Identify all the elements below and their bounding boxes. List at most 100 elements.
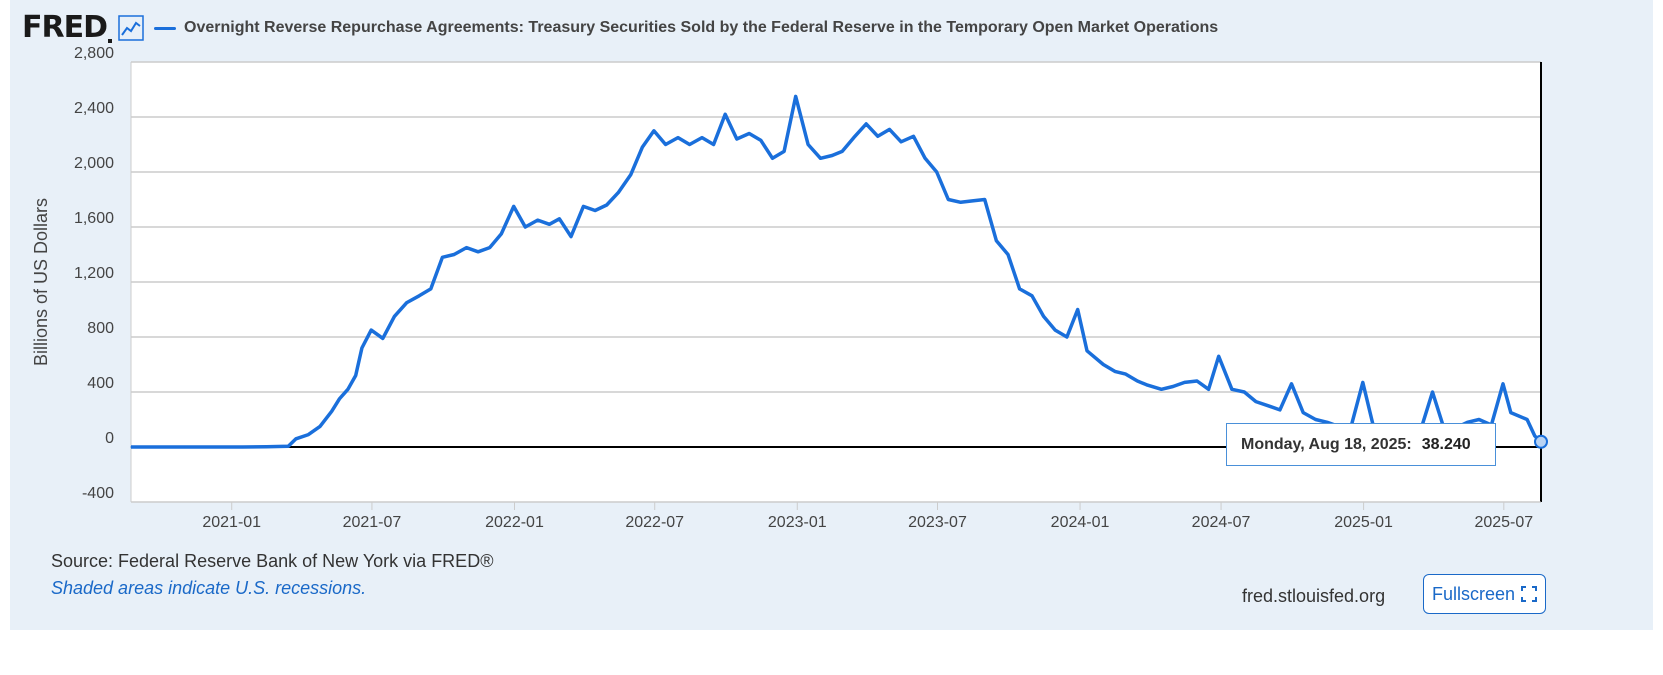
- chart-header: FRED Overnight Reverse Repurchase Agreem…: [22, 8, 1218, 48]
- data-tooltip: Monday, Aug 18, 2025: 38.240: [1226, 423, 1496, 466]
- data-point: [736, 138, 738, 140]
- fullscreen-label: Fullscreen: [1431, 583, 1516, 604]
- data-point: [841, 150, 843, 152]
- x-tick-label: 2024-07: [1192, 514, 1251, 531]
- data-point: [1125, 373, 1127, 375]
- data-point: [1267, 405, 1269, 407]
- site-url[interactable]: fred.stlouisfed.org: [1242, 586, 1386, 606]
- data-point: [513, 205, 515, 207]
- data-point: [1314, 418, 1317, 421]
- y-tick-label: -400: [82, 485, 114, 502]
- data-point: [370, 329, 372, 331]
- data-point: [641, 146, 643, 148]
- hover-marker: [1534, 434, 1548, 449]
- data-point: [393, 315, 396, 317]
- data-point: [831, 154, 833, 157]
- data-point: [688, 143, 691, 146]
- data-point: [361, 347, 363, 349]
- data-point: [947, 198, 949, 201]
- data-point: [477, 251, 479, 253]
- x-tick-label: 2023-07: [908, 514, 967, 531]
- data-point: [971, 200, 973, 202]
- data-point: [489, 247, 491, 249]
- x-tick-label: 2025-01: [1334, 514, 1393, 531]
- data-point: [1077, 308, 1079, 311]
- data-point: [537, 219, 539, 221]
- data-point: [1510, 412, 1512, 414]
- data-point: [984, 198, 986, 201]
- fullscreen-button[interactable]: Fullscreen: [1423, 574, 1546, 614]
- data-point: [453, 253, 455, 256]
- data-point: [1290, 383, 1293, 385]
- data-point: [900, 141, 902, 143]
- fred-logo[interactable]: FRED: [22, 13, 112, 43]
- data-point: [888, 128, 891, 130]
- data-point: [1086, 350, 1088, 352]
- data-point: [1160, 388, 1162, 390]
- data-point: [594, 209, 596, 212]
- y-tick-label: 2,400: [74, 100, 114, 117]
- data-point: [1466, 421, 1469, 423]
- tooltip-date: Monday, Aug 18, 2025:: [1241, 435, 1412, 453]
- source-note: Source: Federal Reserve Bank of New York…: [51, 551, 494, 571]
- y-tick-label: 0: [105, 430, 114, 447]
- data-point: [701, 137, 703, 139]
- expand-icon: [1521, 586, 1538, 602]
- data-point: [241, 446, 244, 448]
- data-point: [1054, 329, 1056, 331]
- data-point: [1431, 391, 1434, 393]
- data-point: [960, 201, 962, 203]
- data-point: [1031, 295, 1033, 297]
- data-point: [1218, 355, 1220, 357]
- x-tick-label: 2021-01: [202, 514, 261, 531]
- data-point: [1243, 391, 1245, 393]
- data-point: [1231, 388, 1233, 390]
- tooltip-value: 38.240: [1421, 435, 1471, 453]
- data-point: [630, 174, 632, 176]
- data-point: [295, 438, 297, 440]
- data-point: [338, 398, 341, 400]
- data-point: [500, 233, 502, 235]
- data-point: [853, 137, 855, 139]
- data-point: [724, 113, 726, 115]
- data-point: [936, 171, 938, 173]
- data-point: [1019, 288, 1021, 290]
- x-tick-label: 2025-07: [1474, 514, 1533, 531]
- y-tick-label: 2,800: [74, 45, 114, 62]
- data-point: [1302, 412, 1304, 414]
- data-point: [819, 157, 822, 159]
- data-point: [1362, 381, 1364, 383]
- legend-swatch: [154, 26, 176, 30]
- data-point: [653, 130, 655, 132]
- line-graph-icon[interactable]: [118, 15, 144, 41]
- data-point: [712, 143, 715, 146]
- x-tick-label: 2023-01: [768, 514, 827, 531]
- data-point: [406, 302, 408, 304]
- y-tick-label: 1,200: [74, 265, 114, 282]
- data-point: [1114, 370, 1116, 372]
- data-point: [1196, 380, 1198, 382]
- y-tick-label: 1,600: [74, 210, 114, 227]
- data-point: [1136, 380, 1138, 382]
- y-tick-label: 800: [87, 320, 114, 337]
- chart-title: Overnight Reverse Repurchase Agreements:…: [184, 19, 1219, 36]
- data-point: [1146, 384, 1149, 386]
- data-point: [1255, 401, 1257, 403]
- data-point: [418, 295, 420, 297]
- series-line: [131, 94, 1543, 449]
- data-point: [570, 236, 572, 238]
- data-point: [1066, 336, 1068, 338]
- data-point: [1502, 383, 1504, 385]
- data-point: [307, 434, 310, 436]
- y-tick-label: 400: [87, 375, 114, 392]
- data-point: [1043, 315, 1045, 317]
- data-point: [319, 425, 321, 427]
- data-point: [1478, 418, 1480, 421]
- data-point: [524, 226, 526, 228]
- data-point: [1172, 385, 1174, 388]
- data-point: [1526, 418, 1528, 421]
- data-point: [807, 143, 809, 146]
- data-point: [1326, 421, 1328, 423]
- data-point: [582, 205, 585, 207]
